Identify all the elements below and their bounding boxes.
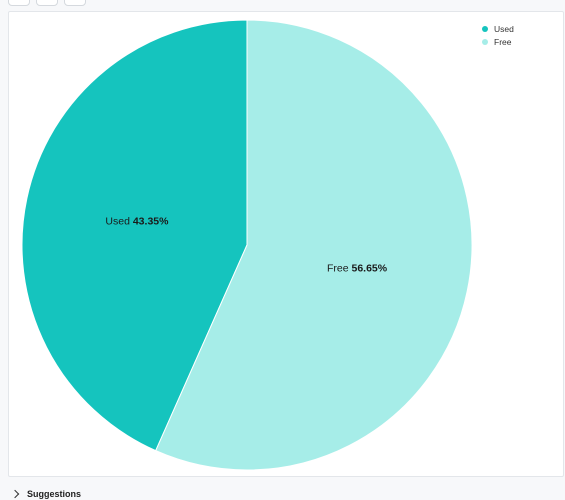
legend-label-used: Used [494,23,514,34]
chart-panel: Used 43.35% Free 56.65% Used Free [8,11,564,477]
toolbar-button-2[interactable]: ≡ [36,0,58,6]
legend-label-free: Free [494,36,512,47]
toolbar-button-1[interactable]: ▾ [8,0,30,6]
legend-item-free[interactable]: Free [482,35,514,48]
slice-label-used: Used 43.35% [105,215,169,227]
legend-swatch-used [482,25,488,32]
slice-label-value: 56.65% [351,262,387,274]
pie-slice-used[interactable] [21,19,248,452]
slice-label-name: Free [327,262,352,274]
caret-icon: ▾ [73,0,78,2]
slice-label-name: Used [105,215,132,227]
suggestions-label: Suggestions [27,489,82,499]
legend-swatch-free [482,38,488,45]
toolbar-button-3[interactable]: ▾ [64,0,86,6]
suggestions-section-toggle[interactable]: Suggestions [10,489,82,499]
legend-item-used[interactable]: Used [482,22,514,35]
bars-icon: ≡ [44,0,49,2]
slice-label-value: 43.35% [133,215,169,227]
chart-toolbar: ▾ ≡ ▾ [8,0,86,6]
pie-chart: Used 43.35% Free 56.65% [21,19,473,471]
pie-slice-free[interactable] [155,19,473,471]
chevron-right-icon [10,489,20,499]
caret-down-icon: ▾ [17,0,22,2]
chart-legend: Used Free [482,22,514,48]
slice-label-free: Free 56.65% [327,262,388,274]
